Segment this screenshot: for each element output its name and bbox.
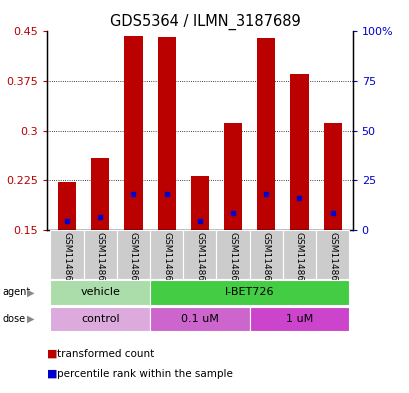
Bar — [117, 230, 150, 279]
Text: ▶: ▶ — [27, 287, 34, 298]
Bar — [323, 123, 341, 230]
Text: percentile rank within the sample: percentile rank within the sample — [57, 369, 233, 379]
Text: GSM1148628: GSM1148628 — [96, 232, 105, 292]
Bar — [150, 280, 348, 305]
Bar — [282, 230, 315, 279]
Text: GSM1148631: GSM1148631 — [195, 232, 204, 292]
Text: I-BET726: I-BET726 — [225, 287, 274, 298]
Text: GSM1148635: GSM1148635 — [327, 232, 336, 292]
Bar — [249, 230, 282, 279]
Bar — [150, 307, 249, 331]
Text: 1 uM: 1 uM — [285, 314, 312, 324]
Text: GSM1148633: GSM1148633 — [261, 232, 270, 292]
Text: GDS5364 / ILMN_3187689: GDS5364 / ILMN_3187689 — [109, 14, 300, 30]
Bar — [50, 230, 83, 279]
Bar — [150, 230, 183, 279]
Text: GSM1148630: GSM1148630 — [162, 232, 171, 292]
Bar — [223, 123, 242, 230]
Text: ▶: ▶ — [27, 314, 34, 324]
Text: dose: dose — [2, 314, 25, 324]
Bar — [290, 74, 308, 230]
Bar — [58, 182, 76, 230]
Bar — [50, 280, 150, 305]
Text: GSM1148634: GSM1148634 — [294, 232, 303, 292]
Text: agent: agent — [2, 287, 30, 298]
Bar — [91, 158, 109, 230]
Text: vehicle: vehicle — [80, 287, 120, 298]
Text: transformed count: transformed count — [57, 349, 154, 359]
Text: ■: ■ — [47, 369, 58, 379]
Bar — [183, 230, 216, 279]
Text: GSM1148629: GSM1148629 — [129, 232, 138, 292]
Text: GSM1148627: GSM1148627 — [63, 232, 72, 292]
Text: GSM1148632: GSM1148632 — [228, 232, 237, 292]
Bar — [216, 230, 249, 279]
Bar — [83, 230, 117, 279]
Bar — [157, 37, 175, 230]
Bar — [256, 38, 275, 230]
Bar — [315, 230, 348, 279]
Text: control: control — [81, 314, 119, 324]
Bar — [190, 176, 209, 230]
Text: ■: ■ — [47, 349, 58, 359]
Bar — [50, 307, 150, 331]
Bar — [249, 307, 348, 331]
Bar — [124, 36, 142, 230]
Text: 0.1 uM: 0.1 uM — [180, 314, 218, 324]
